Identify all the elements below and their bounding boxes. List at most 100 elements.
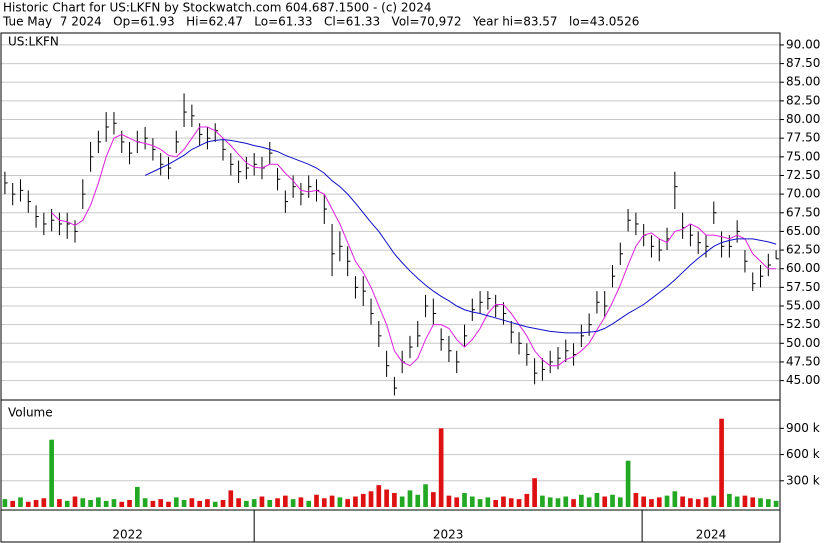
volume-bar — [462, 493, 467, 507]
volume-bar — [49, 439, 54, 507]
moving-average-line — [144, 139, 777, 334]
volume-bar — [485, 497, 491, 507]
y-tick-label: 75.00 — [786, 149, 820, 163]
volume-bar — [80, 498, 86, 507]
volume-bar — [773, 500, 779, 507]
volume-bar — [345, 499, 350, 507]
marks-layer — [2, 93, 779, 507]
y-tick-label: 77.50 — [786, 131, 820, 145]
x-tick-label: 2024 — [696, 528, 727, 542]
y-tick-label: 57.50 — [786, 280, 820, 294]
volume-bar — [407, 490, 413, 507]
volume-bar — [205, 499, 210, 507]
volume-bar — [212, 501, 218, 507]
y-tick-label: 87.50 — [786, 56, 820, 70]
volume-bar — [586, 497, 592, 507]
chart-subtitle: Tue May 7 2024 Op=61.93 Hi=62.47 Lo=61.3… — [2, 15, 639, 29]
volume-bar — [446, 495, 452, 507]
symbol-label: US:LKFN — [8, 35, 59, 49]
volume-bar — [734, 496, 740, 507]
volume-bar — [64, 500, 70, 507]
x-tick-label: 2023 — [433, 528, 464, 542]
volume-bar — [18, 497, 23, 507]
volume-bar — [259, 496, 265, 507]
volume-bar — [228, 490, 234, 507]
y-tick-label: 85.00 — [786, 75, 820, 89]
y-tick-label: 60.00 — [786, 261, 820, 275]
volume-bar — [477, 499, 483, 507]
volume-bar — [571, 499, 576, 507]
volume-bar — [633, 493, 639, 507]
volume-bar — [244, 500, 249, 507]
volume-bar — [25, 501, 31, 507]
volume-bar — [103, 500, 109, 507]
volume-bar — [111, 499, 117, 507]
volume-bar — [415, 494, 421, 507]
volume-bar — [189, 498, 195, 507]
volume-bar — [134, 486, 140, 507]
volume-bar — [119, 501, 125, 507]
volume-bar — [493, 500, 499, 507]
x-tick-label: 2022 — [112, 528, 143, 542]
volume-bar — [267, 500, 273, 507]
y-tick-label: 47.50 — [786, 354, 820, 368]
volume-bar — [719, 418, 724, 507]
volume-bar — [727, 493, 732, 507]
volume-bar — [290, 499, 296, 507]
volume-bar — [594, 493, 600, 507]
volume-bar — [33, 500, 39, 507]
volume-bar — [555, 498, 561, 507]
y-tick-label: 72.50 — [786, 168, 820, 182]
volume-y-tick-label: 300 k — [786, 473, 820, 487]
volume-bar — [321, 498, 327, 507]
volume-bar — [508, 498, 514, 507]
chart-title: Historic Chart for US:LKFN by Stockwatch… — [3, 1, 431, 15]
volume-bar — [625, 460, 631, 507]
volume-bar — [524, 493, 530, 507]
volume-bar — [617, 497, 623, 507]
grid-layer — [1, 44, 780, 482]
volume-bar — [501, 496, 506, 507]
volume-bar — [166, 501, 171, 507]
year-strip-frame — [0, 509, 781, 543]
volume-bar — [329, 495, 335, 507]
volume-bar — [672, 491, 678, 507]
volume-bar — [368, 491, 374, 507]
volume-bar — [158, 499, 164, 507]
volume-bar — [532, 478, 537, 507]
volume-bar — [96, 497, 101, 507]
volume-bar — [649, 499, 654, 507]
volume-bar — [750, 497, 756, 507]
volume-bar — [72, 496, 78, 507]
volume-bar — [298, 497, 304, 507]
volume-bar — [399, 496, 405, 507]
volume-bar — [282, 495, 288, 507]
y-tick-label: 67.50 — [786, 205, 820, 219]
volume-bar — [353, 496, 358, 507]
volume-bar — [251, 499, 257, 507]
volume-bar — [275, 498, 280, 507]
volume-bar — [384, 489, 389, 507]
volume-bar — [431, 492, 436, 507]
volume-bar — [142, 498, 148, 507]
volume-bar — [695, 499, 701, 507]
volume-bar — [703, 497, 709, 507]
volume-bar — [127, 500, 132, 507]
volume-bar — [181, 500, 187, 507]
y-tick-label: 45.00 — [786, 373, 820, 387]
y-tick-label: 65.00 — [786, 224, 820, 238]
volume-bar — [337, 497, 343, 507]
volume-bar — [688, 498, 693, 507]
y-tick-label: 70.00 — [786, 187, 820, 201]
volume-bar — [579, 494, 584, 507]
volume-bar — [765, 499, 771, 507]
y-tick-label: 90.00 — [786, 37, 820, 51]
volume-bar — [711, 495, 717, 507]
volume-label: Volume — [8, 406, 53, 420]
volume-bar — [392, 493, 397, 507]
volume-bar — [641, 496, 647, 507]
volume-bar — [547, 497, 553, 507]
volume-bar — [516, 499, 522, 507]
